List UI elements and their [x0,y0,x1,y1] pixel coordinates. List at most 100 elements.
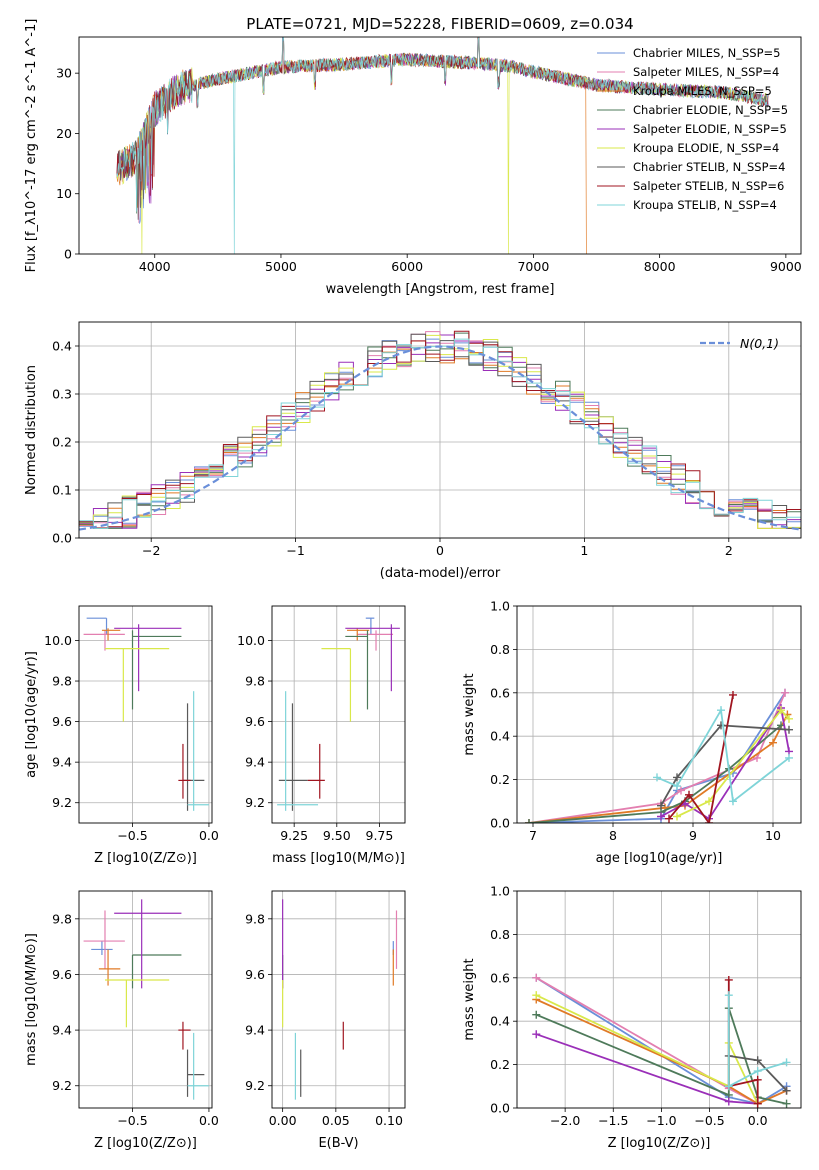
gaussian-curve [79,345,801,531]
legend-entry: Chabrier MILES, N_SSP=5 [633,46,780,60]
x-tick-label: 10 [765,828,781,843]
axes-frame [78,321,802,539]
axes-frame [516,605,802,824]
axes-mass-vs-Z: −0.5 0.0 9.2 9.4 9.6 9.8 Z [log10(Z/Z⊙)] mass [… [24,890,219,1151]
y-tick-label: 20 [56,126,72,141]
weight-marker [685,790,693,799]
histogram-series [79,333,801,529]
weight-marker [785,753,793,762]
y-tick-label: 9.8 [245,911,265,926]
y-tick-label: 0.2 [490,1057,510,1072]
weight-marker [729,690,737,699]
y-tick-label: 9.2 [245,795,265,810]
y-tick-label: 9.4 [52,1023,72,1038]
weight-marker [657,801,665,810]
y-tick-label: 1.0 [490,884,510,899]
axes-frame [271,605,406,824]
plot-area [282,899,398,1100]
x-axis-label: (data-model)/error [380,566,501,581]
x-tick-label: 7000 [517,259,549,274]
weight-marker [724,991,733,1000]
weight-marker [729,797,737,806]
weight-line [676,708,790,818]
histogram-series [79,330,801,529]
x-axis-label: E(B-V) [318,1136,358,1151]
axes-frame [78,890,213,1109]
weight-marker [532,1030,541,1039]
x-tick-label: 7 [529,828,537,843]
weight-marker [724,1097,733,1106]
weight-line [660,724,790,807]
x-tick-label: 9.50 [323,828,351,843]
plot-area [277,617,400,811]
weight-marker [657,812,665,821]
weight-marker [753,1099,762,1108]
x-tick-label: 8000 [644,259,676,274]
y-tick-label: 0.1 [52,483,72,498]
x-tick-label: 6000 [391,259,423,274]
axes-age-vs-Z: −0.5 0.0 9.2 9.4 9.6 9.8 10.0 Z [log10(Z/Z⊙)] ag… [24,605,219,866]
weight-marker [677,786,685,795]
spectrum-line [116,37,769,196]
y-tick-label: 30 [56,66,72,81]
weight-marker [782,1086,791,1095]
x-tick-label: −1 [286,543,304,558]
plot-area [79,330,801,531]
y-tick-label: 9.6 [245,967,265,982]
x-tick-label: 9.75 [366,828,394,843]
figure-title: PLATE=0721, MJD=52228, FIBERID=0609, z=0… [246,15,633,33]
plot-area [532,973,791,1108]
axes-weight-vs-age: 7 8 9 10 0.0 0.2 0.4 0.6 0.8 1.0 age [log10(age/yr… [462,599,802,866]
weight-marker [525,819,533,823]
plot-area [83,899,209,1100]
x-tick-label: 9 [689,828,697,843]
y-tick-label: 0.6 [490,970,510,985]
x-axis-label: Z [log10(Z/Z⊙)] [94,1136,197,1151]
weight-marker [724,1082,733,1091]
y-tick-label: 9.4 [245,1023,265,1038]
legend-entry: Kroupa STELIB, N_SSP=4 [633,198,777,212]
y-tick-label: 9.6 [52,967,72,982]
x-axis-label: wavelength [Angstrom, rest frame] [326,282,555,297]
y-axis-label: mass weight [462,958,477,1040]
y-axis-label: Normed distribution [24,365,39,495]
y-tick-label: 0.2 [52,435,72,450]
axes-weight-vs-Z: −2.0 −1.5 −1.0 −0.5 0.0 0.0 0.2 0.4 0.6 0.8 1.0 Z [… [462,884,802,1151]
x-tick-label: 8 [609,828,617,843]
weight-marker [781,688,789,697]
spectrum-line [116,37,769,254]
y-tick-label: 9.6 [52,714,72,729]
legend-entry: Salpeter MILES, N_SSP=4 [633,65,779,79]
axes-frame [78,605,213,824]
x-tick-label: 0.05 [322,1113,350,1128]
weight-marker [717,706,725,715]
legend-entry: Chabrier ELODIE, N_SSP=5 [633,103,788,117]
weight-line [528,714,789,823]
legend: Chabrier MILES, N_SSP=5 Salpeter MILES, N… [597,46,788,212]
legend-entry: Chabrier STELIB, N_SSP=4 [633,160,785,174]
weight-marker [769,738,777,747]
legend-entry: N(0,1) [740,336,779,351]
axes-mass-vs-EBV: 0.00 0.05 0.10 9.2 9.4 9.6 9.8 E(B-V) [245,890,406,1151]
weight-marker [653,773,661,782]
y-tick-label: 0.8 [490,927,510,942]
weight-marker [785,714,793,723]
x-tick-label: 0.0 [199,828,219,843]
x-tick-label: −0.5 [694,1113,724,1128]
weight-marker [753,1067,762,1076]
plots: 4000 5000 6000 7000 8000 90000102030wavelengt… [24,19,802,1151]
x-tick-label: −0.5 [117,828,147,843]
weight-marker [673,773,681,782]
weight-marker [665,814,673,823]
weight-marker [724,975,733,984]
y-tick-label: 0.0 [490,816,510,831]
x-tick-label: 0.0 [748,1113,768,1128]
axes-frame [271,890,406,1109]
y-tick-label: 0.4 [490,1014,510,1029]
x-tick-label: −1.0 [646,1113,676,1128]
weight-marker [532,973,541,982]
weight-line [727,995,787,1088]
legend-entry: Kroupa ELODIE, N_SSP=4 [633,141,779,155]
weight-marker [705,797,713,806]
axes-age-vs-mass: 9.25 9.50 9.75 9.2 9.4 9.6 9.8 10.0 mass [log10(… [237,605,406,866]
